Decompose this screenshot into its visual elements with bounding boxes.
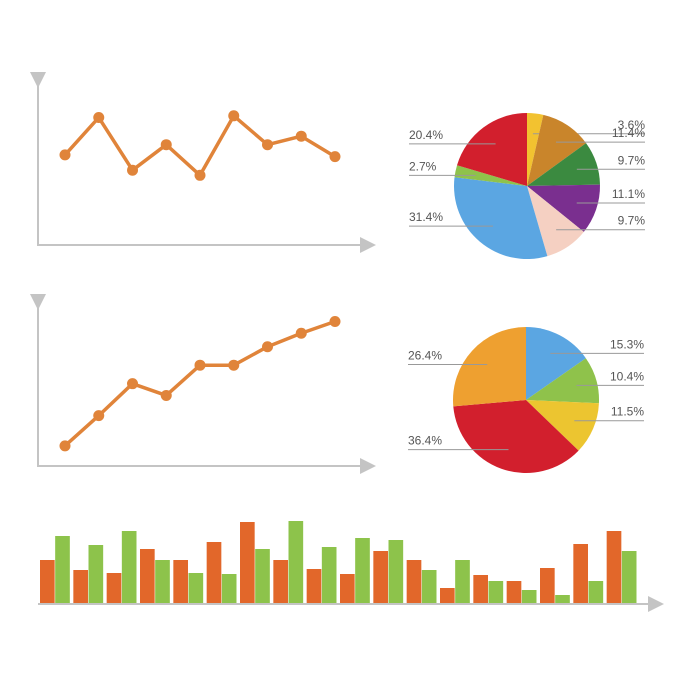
pie-label: 11.5% [611,405,644,419]
bar [540,568,555,603]
bar [88,545,104,603]
pie-label: 3.6% [618,118,646,132]
point [262,139,273,151]
point [194,359,206,371]
pie-slice [527,114,587,186]
bar [288,521,304,603]
bar [40,560,55,603]
pie-label: 31.4% [409,210,443,224]
bar [421,570,437,603]
pie-label: 10.4% [610,369,644,383]
line [63,114,336,178]
pie-label: 36.4% [408,434,442,448]
bar [221,574,237,603]
pie-slice [527,143,600,186]
bar [106,573,122,603]
point [93,410,105,422]
bar [373,551,388,603]
bar [173,560,188,603]
axes [30,294,376,474]
bar [321,547,337,603]
pie-label: 15.3% [610,337,644,351]
pie-slice [454,177,548,259]
point [228,110,240,122]
point [295,130,307,142]
pie-label: 11.1% [612,187,645,201]
pie-slice [453,327,526,407]
bar [455,560,470,603]
pie-slice [527,186,584,257]
bar [55,536,70,603]
axes [30,72,376,253]
pie-label: 9.7% [618,214,646,228]
bar [555,595,570,603]
bar [488,581,504,603]
pie-slice [457,113,527,186]
point [329,316,341,328]
pie-label: 9.7% [618,153,646,167]
point [127,164,138,176]
bar [121,531,137,603]
pie-label: 26.4% [408,349,442,363]
bar [206,542,222,603]
point [160,139,172,151]
bar [255,549,270,603]
line [63,319,336,448]
point [262,341,273,353]
bar [306,569,322,603]
pie-label: 20.4% [409,128,443,142]
bar [406,560,422,603]
point [329,151,341,163]
pie-slice [526,327,586,400]
bar [355,538,370,603]
point [59,149,71,161]
bar [188,573,204,603]
bar [340,574,355,603]
point [93,112,105,123]
bar [140,549,155,603]
pie-slice [454,165,527,186]
pie-slice [526,358,599,404]
bar [473,575,488,603]
point [160,389,172,401]
point [295,327,307,339]
bar [273,560,288,603]
bar [240,522,255,603]
pie-slice [453,400,579,473]
point [127,378,138,390]
bar [588,581,604,603]
pie-slice [527,184,600,232]
point [59,440,71,452]
pie-slice [527,113,544,186]
pie-label: 2.7% [409,159,437,173]
pie-label: 11.4% [612,126,645,140]
pie-slice [526,400,599,451]
bar [521,590,537,603]
bar [621,551,637,603]
point [228,359,240,371]
bar [506,581,522,603]
point [194,169,206,181]
bar [155,560,170,603]
bar [388,540,404,603]
bar [73,570,88,603]
bar [440,588,455,603]
bar [606,531,622,603]
bar [573,544,588,603]
